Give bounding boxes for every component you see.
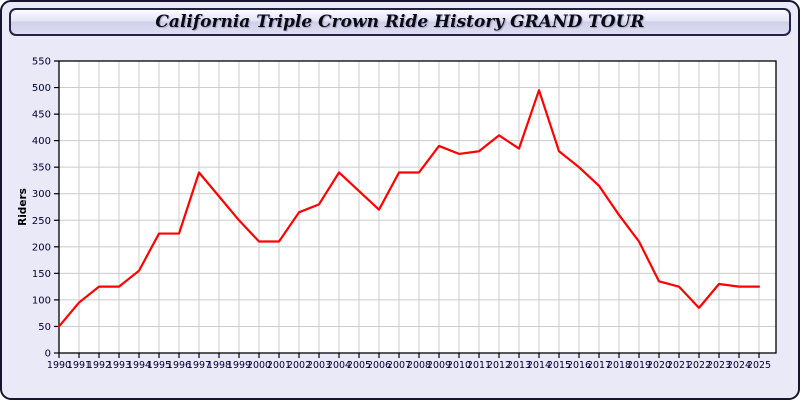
x-axis-tick-label: 2001 xyxy=(267,360,291,371)
x-axis-tick-label: 2023 xyxy=(707,360,731,371)
y-axis-tick-label: 400 xyxy=(32,136,51,147)
x-axis-tick-label: 2003 xyxy=(307,360,331,371)
plot-border xyxy=(58,60,777,354)
x-axis-tick-label: 2018 xyxy=(607,360,631,371)
y-axis-tick-label: 350 xyxy=(32,163,51,174)
chart-title: California Triple Crown Ride History GRA… xyxy=(155,12,645,32)
x-axis-tick-label: 2021 xyxy=(667,360,691,371)
x-axis-tick-label: 2011 xyxy=(467,360,491,371)
x-axis-tick-label: 2007 xyxy=(387,360,411,371)
x-axis-tick-label: 2022 xyxy=(687,360,711,371)
x-axis-tick-label: 2000 xyxy=(247,360,271,371)
x-axis-tick-label: 2015 xyxy=(547,360,571,371)
x-axis-tick-label: 1999 xyxy=(227,360,251,371)
y-axis-tick-label: 50 xyxy=(38,322,51,333)
x-axis-tick-label: 1996 xyxy=(167,360,191,371)
x-axis-tick-label: 1994 xyxy=(127,360,151,371)
x-axis-tick-label: 1993 xyxy=(107,360,131,371)
x-axis-tick-label: 1990 xyxy=(47,360,71,371)
plot-area xyxy=(59,61,776,353)
x-axis-tick-label: 1997 xyxy=(187,360,211,371)
x-axis-tick-label: 2016 xyxy=(567,360,591,371)
y-axis-tick-label: 300 xyxy=(32,189,51,200)
x-axis-tick-label: 1992 xyxy=(87,360,111,371)
y-axis-tick-label: 200 xyxy=(32,242,51,253)
x-axis-tick-label: 2002 xyxy=(287,360,311,371)
x-axis-tick-label: 2020 xyxy=(647,360,671,371)
x-axis-tick-label: 1991 xyxy=(67,360,91,371)
x-axis-tick-label: 2017 xyxy=(587,360,611,371)
y-axis-tick-label: 100 xyxy=(32,295,51,306)
x-axis-tick-label: 1998 xyxy=(207,360,231,371)
x-axis-tick-label: 2024 xyxy=(727,360,751,371)
x-axis-tick-label: 2009 xyxy=(427,360,451,371)
x-axis-tick-label: 2014 xyxy=(527,360,551,371)
x-axis-tick-label: 2006 xyxy=(367,360,391,371)
y-axis-tick-label: 500 xyxy=(32,83,51,94)
riders-data-line xyxy=(57,89,761,328)
y-axis-tick-label: 450 xyxy=(32,110,51,121)
x-axis-tick-label: 2005 xyxy=(347,360,371,371)
x-axis-tick-label: 2004 xyxy=(327,360,351,371)
x-axis-tick-label: 2025 xyxy=(747,360,771,371)
x-axis-tick-label: 2010 xyxy=(447,360,471,371)
x-axis-tick-label: 1995 xyxy=(147,360,171,371)
y-axis-title: Riders xyxy=(17,188,29,226)
x-axis-tick-label: 2012 xyxy=(487,360,511,371)
y-axis-tick-label: 0 xyxy=(45,349,51,360)
x-axis-tick-label: 2008 xyxy=(407,360,431,371)
y-axis-tick-label: 250 xyxy=(32,216,51,227)
x-axis-tick-label: 2013 xyxy=(507,360,531,371)
y-axis-tick-label: 550 xyxy=(32,57,51,68)
x-axis-tick-label: 2019 xyxy=(627,360,651,371)
y-axis-tick-label: 150 xyxy=(32,269,51,280)
chart-title-bar: California Triple Crown Ride History GRA… xyxy=(9,8,791,36)
